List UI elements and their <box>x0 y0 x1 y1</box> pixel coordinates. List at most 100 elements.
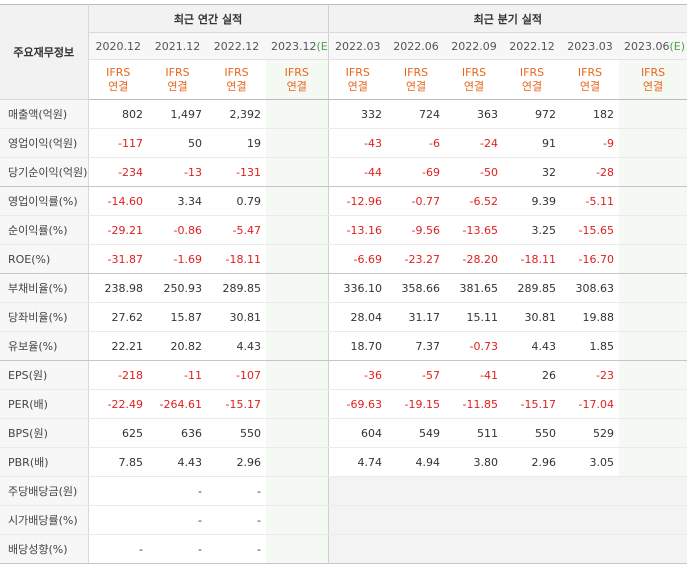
quarter-value: 1.85 <box>561 331 620 361</box>
quarter-value <box>561 505 620 535</box>
quarter-period-header: 2022.12 <box>503 32 562 60</box>
table-row: 당좌비율(%) 27.62 15.87 30.81 28.04 31.17 15.11 30.… <box>0 302 688 332</box>
row-label: 시가배당률(%) <box>0 505 89 535</box>
quarter-value: -15.65 <box>561 215 620 245</box>
quarter-value <box>561 476 620 506</box>
annual-value: -117 <box>88 128 148 158</box>
quarter-value: 2.96 <box>503 447 562 477</box>
annual-value: -234 <box>88 157 148 187</box>
annual-value <box>266 186 329 216</box>
quarter-value: -13.16 <box>327 215 388 245</box>
row-label: 영업이익(억원) <box>0 128 89 158</box>
quarter-value: -69 <box>387 157 446 187</box>
quarter-value: 604 <box>327 418 388 448</box>
quarter-value <box>503 505 562 535</box>
quarter-value <box>327 505 388 535</box>
row-label: 배당성향(%) <box>0 534 89 564</box>
annual-value <box>266 505 329 535</box>
quarter-value <box>327 534 388 564</box>
row-label: 영업이익률(%) <box>0 186 89 216</box>
quarter-value: -23 <box>561 360 620 390</box>
annual-value <box>266 331 329 361</box>
annual-value <box>266 418 329 448</box>
quarter-period-header: 2023.03 <box>561 32 620 60</box>
quarter-period-header: 2022.09 <box>445 32 504 60</box>
ifrs-line: IFRS <box>224 65 249 79</box>
period-label: 2022.12 <box>509 39 555 53</box>
annual-value: - <box>88 534 148 564</box>
table-row: BPS(원) 625 636 550 604 549 511 550 529 <box>0 418 688 448</box>
table-row: PBR(배) 7.85 4.43 2.96 4.74 4.94 3.80 2.96 3.05 <box>0 447 688 477</box>
annual-value: 22.21 <box>88 331 148 361</box>
quarter-value: -11.85 <box>445 389 504 419</box>
table-row: PER(배) -22.49 -264.61 -15.17 -69.63 -19.15 -11… <box>0 389 688 419</box>
annual-value: 625 <box>88 418 148 448</box>
quarter-value: 363 <box>445 99 504 129</box>
ifrs-consolidated-line: 연결 <box>108 79 129 93</box>
quarter-value: 28.04 <box>327 302 388 332</box>
annual-value: - <box>148 534 207 564</box>
annual-value <box>266 476 329 506</box>
ifrs-line: IFRS <box>106 65 131 79</box>
ifrs-consolidated-line: 연결 <box>405 79 427 93</box>
annual-value: -31.87 <box>88 244 148 274</box>
annual-value: -15.17 <box>207 389 266 419</box>
quarter-value: -28.20 <box>445 244 504 274</box>
quarter-value <box>387 505 446 535</box>
quarter-period-header: 2022.06 <box>387 32 446 60</box>
row-label: ROE(%) <box>0 244 89 274</box>
table-row: EPS(원) -218 -11 -107 -36 -57 -41 26 -23 <box>0 360 688 390</box>
quarter-value <box>619 534 688 564</box>
quarter-value: 30.81 <box>503 302 562 332</box>
table-row: 영업이익(억원) -117 50 19 -43 -6 -24 91 -9 <box>0 128 688 158</box>
quarter-value: -57 <box>387 360 446 390</box>
annual-value: -18.11 <box>207 244 266 274</box>
annual-value: -29.21 <box>88 215 148 245</box>
row-label: 부채비율(%) <box>0 273 89 303</box>
quarter-value <box>619 99 688 129</box>
annual-value: 4.43 <box>148 447 207 477</box>
table-row: 주당배당금(원) - - <box>0 476 688 506</box>
period-label: 2023.03 <box>567 39 613 53</box>
quarter-value: 182 <box>561 99 620 129</box>
financial-rows: 매출액(억원) 802 1,497 2,392 332 724 363 972 182 영업이익(… <box>0 99 688 564</box>
quarter-value <box>619 505 688 535</box>
annual-value: -264.61 <box>148 389 207 419</box>
annual-value: -11 <box>148 360 207 390</box>
annual-value: -131 <box>207 157 266 187</box>
quarter-value: 3.80 <box>445 447 504 477</box>
annual-value <box>266 157 329 187</box>
period-label: 2022.09 <box>451 39 497 53</box>
ifrs-line: IFRS <box>640 65 666 79</box>
annual-value <box>266 215 329 245</box>
row-label: 당좌비율(%) <box>0 302 89 332</box>
ifrs-label: IFRS 연결 <box>327 59 388 100</box>
row-label: 주당배당금(원) <box>0 476 89 506</box>
ifrs-consolidated-line: 연결 <box>521 79 543 93</box>
quarter-value: 4.74 <box>327 447 388 477</box>
annual-value: -0.86 <box>148 215 207 245</box>
period-label: 2020.12 <box>95 39 142 53</box>
annual-value: -5.47 <box>207 215 266 245</box>
annual-value: 7.85 <box>88 447 148 477</box>
quarter-value: -0.77 <box>387 186 446 216</box>
quarter-value: 381.65 <box>445 273 504 303</box>
annual-value <box>266 447 329 477</box>
quarter-value: 18.70 <box>327 331 388 361</box>
ifrs-consolidated-line: 연결 <box>347 79 368 93</box>
quarter-period-header: 2023.06(E) <box>619 32 688 60</box>
quarter-value <box>503 476 562 506</box>
ifrs-label: IFRS 연결 <box>148 59 207 100</box>
quarter-value <box>387 476 446 506</box>
row-label: PBR(배) <box>0 447 89 477</box>
annual-value: -14.60 <box>88 186 148 216</box>
quarter-value: 7.37 <box>387 331 446 361</box>
quarter-value: 724 <box>387 99 446 129</box>
quarter-value: -41 <box>445 360 504 390</box>
ifrs-label: IFRS 연결 <box>387 59 446 100</box>
quarter-value <box>619 215 688 245</box>
quarter-value: -18.11 <box>503 244 562 274</box>
annual-value: 1,497 <box>148 99 207 129</box>
ifrs-consolidated-line: 연결 <box>286 79 307 93</box>
quarter-value <box>619 418 688 448</box>
